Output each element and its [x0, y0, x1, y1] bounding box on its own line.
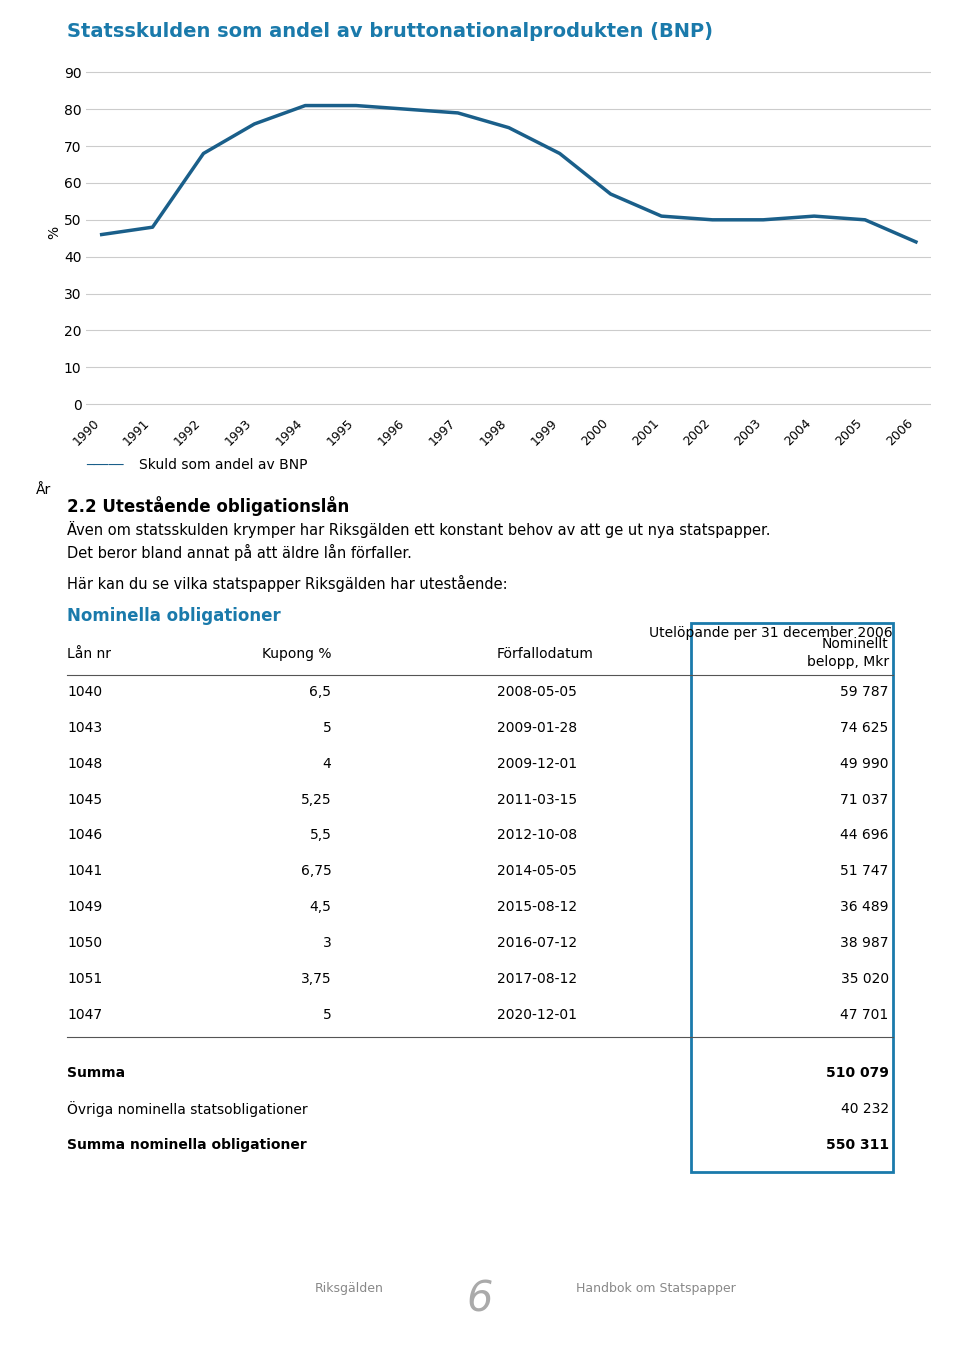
Text: Här kan du se vilka statspapper Riksgälden har utestående:: Här kan du se vilka statspapper Riksgäld… — [67, 575, 508, 592]
Text: Handbok om Statspapper: Handbok om Statspapper — [576, 1283, 735, 1295]
Text: 6,75: 6,75 — [300, 865, 331, 878]
Text: 1051: 1051 — [67, 973, 103, 986]
Text: 1046: 1046 — [67, 828, 103, 843]
Text: 6,5: 6,5 — [309, 684, 331, 699]
Text: 3: 3 — [323, 936, 331, 951]
Text: Utelöpande per 31 december 2006: Utelöpande per 31 december 2006 — [649, 626, 893, 639]
Text: 47 701: 47 701 — [840, 1008, 889, 1023]
Text: År: År — [36, 483, 51, 496]
Text: 5: 5 — [323, 1008, 331, 1023]
Text: 510 079: 510 079 — [826, 1066, 889, 1081]
Text: belopp, Mkr: belopp, Mkr — [806, 656, 889, 669]
Text: Även om statsskulden krymper har Riksgälden ett konstant behov av att ge ut nya : Även om statsskulden krymper har Riksgäl… — [67, 521, 771, 538]
Text: 1049: 1049 — [67, 900, 103, 915]
Text: Lån nr: Lån nr — [67, 646, 111, 661]
Text: 1045: 1045 — [67, 792, 103, 807]
Text: 74 625: 74 625 — [840, 720, 889, 735]
Text: Det beror bland annat på att äldre lån förfaller.: Det beror bland annat på att äldre lån f… — [67, 544, 412, 561]
Text: 3,75: 3,75 — [300, 973, 331, 986]
Text: Summa nominella obligationer: Summa nominella obligationer — [67, 1137, 307, 1152]
Text: 4,5: 4,5 — [309, 900, 331, 915]
Text: 1041: 1041 — [67, 865, 103, 878]
Text: 1050: 1050 — [67, 936, 103, 951]
Text: 6: 6 — [467, 1279, 493, 1321]
Text: 2008-05-05: 2008-05-05 — [496, 684, 576, 699]
Text: Nominella obligationer: Nominella obligationer — [67, 607, 281, 625]
Text: 1040: 1040 — [67, 684, 103, 699]
Text: 2009-12-01: 2009-12-01 — [496, 757, 577, 770]
Text: 2011-03-15: 2011-03-15 — [496, 792, 577, 807]
Text: Nominellt: Nominellt — [822, 637, 889, 652]
Text: 36 489: 36 489 — [840, 900, 889, 915]
Text: 71 037: 71 037 — [840, 792, 889, 807]
Text: 2016-07-12: 2016-07-12 — [496, 936, 577, 951]
Text: 2014-05-05: 2014-05-05 — [496, 865, 576, 878]
Text: 1048: 1048 — [67, 757, 103, 770]
Text: Skuld som andel av BNP: Skuld som andel av BNP — [139, 459, 308, 472]
Text: 2009-01-28: 2009-01-28 — [496, 720, 577, 735]
Text: Förfallodatum: Förfallodatum — [496, 646, 593, 661]
Text: 2015-08-12: 2015-08-12 — [496, 900, 577, 915]
Text: Summa: Summa — [67, 1066, 126, 1081]
Text: 550 311: 550 311 — [826, 1137, 889, 1152]
Text: 35 020: 35 020 — [841, 973, 889, 986]
Text: 51 747: 51 747 — [840, 865, 889, 878]
Text: 1043: 1043 — [67, 720, 103, 735]
Text: Kupong %: Kupong % — [262, 646, 331, 661]
Y-axis label: %: % — [47, 227, 61, 239]
Text: 5: 5 — [323, 720, 331, 735]
Text: 44 696: 44 696 — [840, 828, 889, 843]
Text: 1047: 1047 — [67, 1008, 103, 1023]
Bar — [690, 623, 893, 1172]
Text: 38 987: 38 987 — [840, 936, 889, 951]
Text: 5,5: 5,5 — [309, 828, 331, 843]
Text: Riksgälden: Riksgälden — [315, 1283, 384, 1295]
Text: 2020-12-01: 2020-12-01 — [496, 1008, 577, 1023]
Text: Statsskulden som andel av bruttonationalprodukten (BNP): Statsskulden som andel av bruttonational… — [67, 22, 713, 40]
Text: 2012-10-08: 2012-10-08 — [496, 828, 577, 843]
Text: Övriga nominella statsobligationer: Övriga nominella statsobligationer — [67, 1101, 308, 1117]
Text: 2.2 Utestående obligationslån: 2.2 Utestående obligationslån — [67, 496, 349, 517]
Text: 4: 4 — [323, 757, 331, 770]
Text: 5,25: 5,25 — [300, 792, 331, 807]
Text: 2017-08-12: 2017-08-12 — [496, 973, 577, 986]
Text: ─────: ───── — [86, 459, 124, 472]
Text: 40 232: 40 232 — [841, 1102, 889, 1116]
Text: 59 787: 59 787 — [840, 684, 889, 699]
Text: 49 990: 49 990 — [840, 757, 889, 770]
